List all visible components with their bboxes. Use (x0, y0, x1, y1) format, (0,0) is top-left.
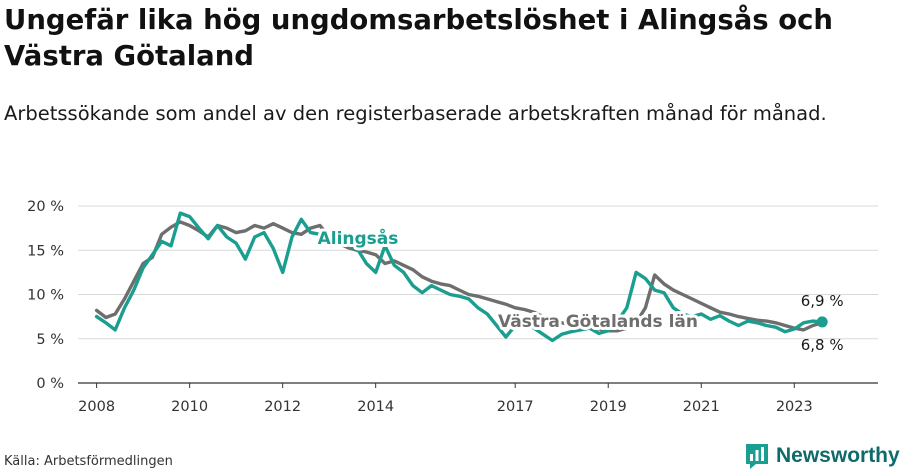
x-tick-label: 2010 (171, 399, 208, 415)
end-value-label: 6,9 % (801, 292, 844, 310)
newsworthy-logo[interactable]: Newsworthy (744, 440, 900, 472)
series-labels: 6,8 % 6,9 % Västra Götalands län Alingsås (315, 224, 844, 354)
chart-subtitle: Arbetssökande som andel av den registerb… (4, 102, 827, 125)
series-lines (94, 211, 824, 343)
end-value-label: 6,8 % (801, 336, 844, 354)
y-tick-label: 0 % (36, 376, 64, 392)
x-tick-label: 2014 (357, 399, 394, 415)
x-tick-label: 2021 (683, 399, 720, 415)
x-tick-label: 2012 (264, 399, 301, 415)
x-tick-label: 2019 (590, 399, 627, 415)
gridlines (78, 205, 878, 384)
y-tick-label: 10 % (27, 288, 64, 304)
series-line-v-stra-g-talands-l-n (94, 220, 824, 333)
end-point-marker (816, 316, 828, 328)
y-axis-tick-labels: 0 % 5 % 10 % 15 % 20 % (27, 199, 64, 392)
x-tick-label: 2008 (78, 399, 115, 415)
series-line-alings-s (94, 211, 824, 343)
source-note: Källa: Arbetsförmedlingen (4, 454, 173, 469)
x-tick-label: 2023 (776, 399, 813, 415)
chart-title: Ungefär lika hög ungdomsarbetslöshet i A… (4, 4, 833, 72)
series-label: Västra Götalands län (498, 312, 698, 332)
x-tick-label: 2017 (497, 399, 534, 415)
newsworthy-logo-icon (746, 444, 768, 469)
y-tick-label: 15 % (27, 243, 64, 259)
x-axis: 2008 2010 2012 2014 2017 2019 2021 2023 (78, 383, 813, 415)
brand-name: Newsworthy (776, 444, 900, 467)
y-tick-label: 5 % (36, 332, 64, 348)
y-tick-label: 20 % (27, 199, 64, 215)
series-label: Alingsås (318, 227, 399, 249)
